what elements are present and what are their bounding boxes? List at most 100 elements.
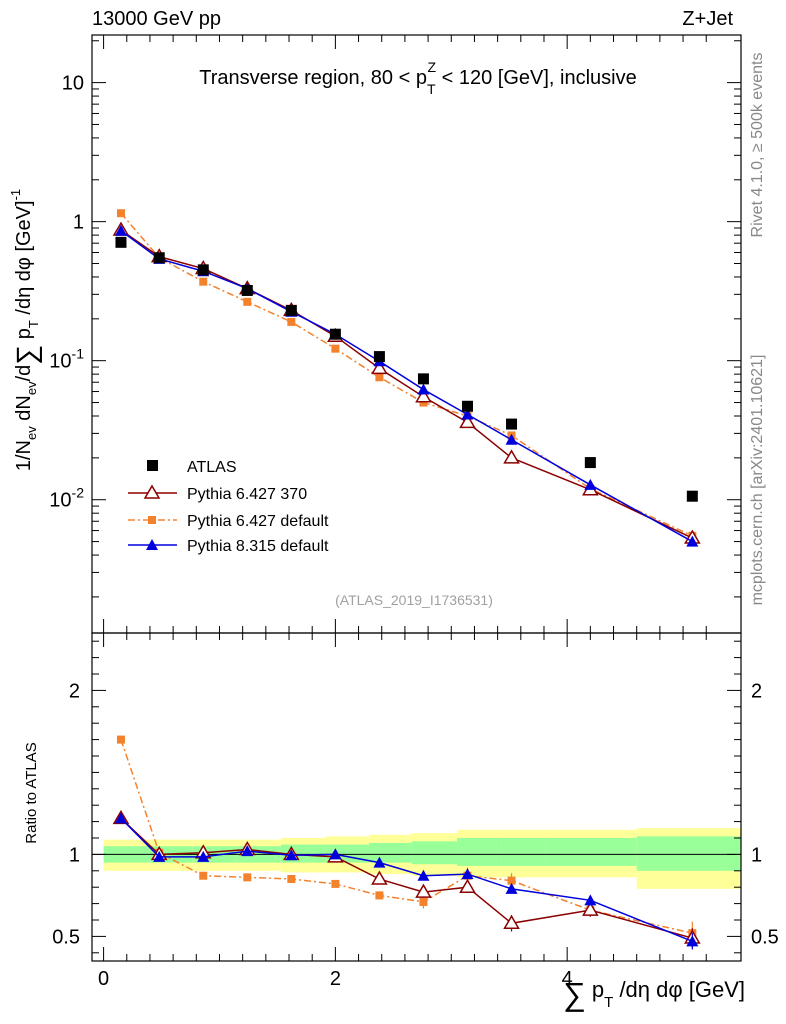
marker-pythia-6-427-default	[243, 297, 252, 306]
ratio-band-inner	[545, 838, 637, 866]
ratio-y-tick-label: 2	[751, 680, 762, 702]
ratio-panel: 0 2 4 0.5 0.5 1 1 2 2	[52, 632, 779, 990]
marker-atlas	[329, 328, 341, 340]
legend-label-pythia6-370: Pythia 6.427 370	[187, 486, 307, 503]
mcplots-label: mcplots.cern.ch [arXiv:2401.10621]	[749, 355, 766, 606]
main-y-tick-label: 10-2	[49, 485, 84, 512]
ratio-band-inner	[457, 838, 502, 866]
ratio-y-tick-label: 2	[69, 680, 80, 702]
ratio-band-inner	[411, 841, 458, 865]
marker-pythia-6-427-370	[459, 878, 476, 893]
marker-pythia-8-315-default	[505, 433, 518, 445]
marker-atlas	[584, 457, 596, 469]
marker-pythia-6-427-370	[503, 914, 520, 930]
marker-pythia-6-427-370	[582, 901, 599, 916]
line-pythia-6-427-default	[120, 212, 693, 537]
main-y-tick-exponent: -1	[72, 346, 85, 362]
x-tick-label: 0	[98, 968, 109, 990]
ratio-band-inner	[636, 836, 741, 871]
marker-pythia-8-315-default	[505, 882, 518, 894]
ratio-y-tick-label: 1	[69, 844, 80, 866]
marker-pythia-8-315-default	[417, 869, 430, 881]
main-y-tick-label: 10	[62, 73, 84, 95]
ratio-y-tick-label: 0.5	[52, 926, 80, 948]
marker-pythia-6-427-default	[419, 398, 428, 407]
marker-pythia-8-315-default	[584, 894, 597, 906]
marker-pythia-8-315-default	[114, 224, 127, 236]
energy-label: 13000 GeV pp	[92, 8, 221, 30]
marker-atlas	[417, 373, 429, 385]
legend-marker-pythia8-default	[146, 539, 158, 550]
marker-pythia-6-427-370	[415, 883, 432, 898]
ratio-line-pythia-8-315-default	[120, 817, 693, 943]
marker-pythia-8-315-default	[584, 478, 597, 490]
marker-atlas	[153, 252, 165, 264]
marker-pythia-6-427-370	[459, 413, 476, 429]
marker-pythia-8-315-default	[285, 849, 298, 861]
marker-atlas	[241, 284, 253, 296]
marker-pythia-6-427-default	[507, 876, 516, 885]
marker-pythia-8-315-default	[686, 535, 699, 547]
marker-pythia-6-427-default	[375, 373, 384, 382]
marker-pythia-6-427-default	[375, 891, 384, 900]
marker-pythia-8-315-default	[197, 850, 210, 862]
ratio-frame	[91, 632, 742, 962]
marker-pythia-6-427-default	[287, 875, 296, 883]
ratio-y-tick-label: 1	[751, 844, 762, 866]
marker-pythia-6-427-default	[419, 897, 428, 906]
marker-atlas	[115, 236, 127, 248]
marker-pythia-8-315-default	[329, 848, 342, 860]
legend-label-pythia8-default: Pythia 8.315 default	[187, 538, 329, 555]
line-pythia-6-427-370	[120, 229, 693, 539]
marker-atlas	[686, 490, 698, 502]
marker-pythia-6-427-370	[415, 388, 432, 403]
marker-pythia-6-427-default	[287, 317, 296, 326]
marker-pythia-6-427-370	[371, 870, 388, 885]
marker-pythia-8-315-default	[417, 383, 430, 395]
marker-pythia-8-315-default	[153, 850, 166, 862]
main-y-tick-label: 10-1	[49, 346, 84, 373]
marker-atlas	[285, 304, 297, 316]
ratio-band-inner	[368, 842, 412, 863]
legend-marker-atlas	[147, 460, 158, 471]
legend: ATLAS Pythia 6.427 370 Pythia 6.427 defa…	[128, 459, 329, 555]
line-pythia-8-315-default	[120, 230, 693, 543]
marker-atlas	[373, 351, 385, 363]
analysis-id: (ATLAS_2019_I1736531)	[335, 592, 493, 608]
main-title: Transverse region, 80 < pTZ < 120 [GeV],…	[199, 59, 637, 97]
legend-marker-pythia6-default	[148, 516, 156, 524]
marker-pythia-6-427-default	[331, 344, 340, 353]
marker-atlas	[197, 264, 209, 276]
marker-pythia-6-427-default	[243, 873, 252, 882]
ratio-y-tick-label: 0.5	[751, 926, 779, 948]
main-panel: 10 1 10-1 10-2	[49, 34, 742, 634]
main-y-tick-label: 1	[73, 212, 84, 234]
marker-pythia-6-427-370	[503, 449, 520, 464]
ratio-band-inner	[501, 838, 546, 866]
main-y-tick-exponent: -2	[72, 485, 85, 501]
process-label: Z+Jet	[682, 8, 733, 30]
x-tick-label: 4	[562, 968, 573, 990]
rivet-label: Rivet 4.1.0, ≥ 500k events	[749, 53, 766, 238]
marker-pythia-8-315-default	[686, 935, 699, 947]
legend-label-atlas: ATLAS	[187, 459, 237, 476]
x-axis-label: ∑ pT /dη dφ [GeV]	[563, 976, 745, 1012]
marker-pythia-8-315-default	[461, 408, 474, 420]
marker-pythia-8-315-default	[241, 845, 254, 857]
marker-pythia-6-427-370	[371, 359, 388, 375]
x-tick-label: 2	[330, 968, 341, 990]
ratio-line-pythia-6-427-default	[120, 739, 693, 934]
main-y-axis-label: 1/Nev dNev/d∑ pT /dη dφ [GeV]-1	[8, 189, 42, 471]
marker-pythia-8-315-default	[114, 812, 127, 824]
marker-pythia-8-315-default	[461, 868, 474, 880]
marker-pythia-6-427-default	[331, 879, 340, 888]
marker-atlas	[461, 400, 473, 412]
marker-pythia-6-427-default	[199, 277, 208, 286]
ratio-line-pythia-6-427-370	[120, 817, 693, 939]
marker-atlas	[506, 418, 518, 430]
marker-pythia-6-427-default	[199, 871, 208, 880]
marker-pythia-6-427-default	[116, 735, 125, 744]
marker-pythia-8-315-default	[373, 856, 386, 868]
ratio-y-axis-label: Ratio to ATLAS	[23, 742, 40, 843]
